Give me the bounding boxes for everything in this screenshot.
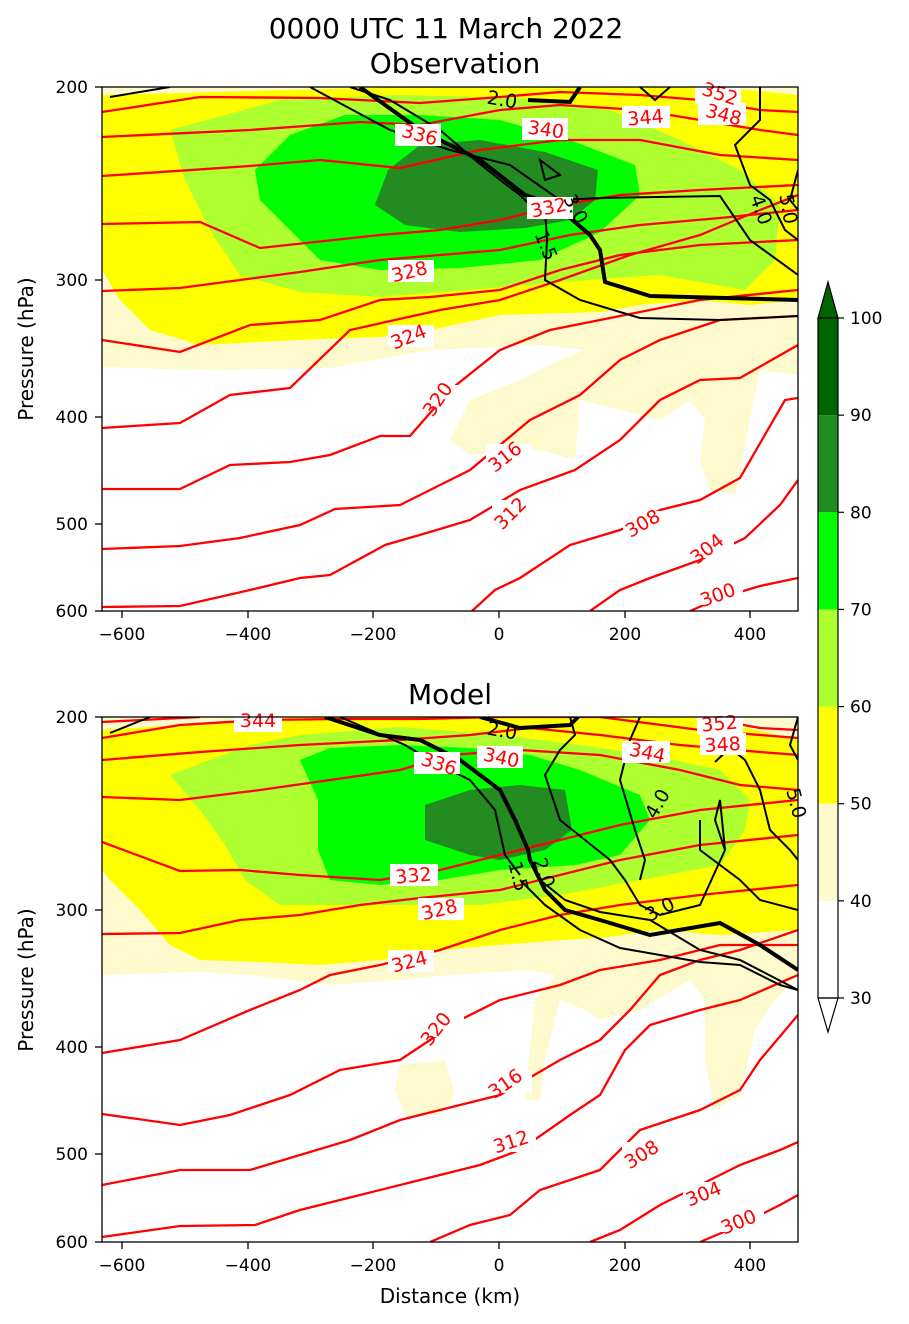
colorbar-band-40 — [818, 803, 838, 901]
obs-pv2-contour — [358, 87, 798, 302]
model-pv-label-2.0-top: 2.0 — [485, 718, 519, 745]
model-xtick-400: 400 — [734, 1256, 766, 1276]
observation-plot-area — [102, 87, 798, 611]
obs-xtick-m200: −200 — [350, 625, 397, 645]
colorbar-lower-extension — [817, 997, 839, 1035]
model-pv-contours — [109, 717, 798, 991]
figure-title: 0000 UTC 11 March 2022 — [269, 12, 624, 45]
obs-xtick-m600: −600 — [99, 625, 146, 645]
model-label-332: 332 — [394, 863, 432, 888]
colorbar-band-60 — [818, 609, 838, 707]
colorbar-band-90 — [818, 318, 838, 416]
obs-xtick-m400: −400 — [225, 625, 272, 645]
model-xtick-m600: −600 — [99, 1256, 146, 1276]
colorbar-band-50 — [818, 706, 838, 804]
observation-x-axis — [121, 611, 751, 618]
obs-label-bg — [388, 87, 746, 605]
observation-title: Observation — [370, 47, 541, 80]
model-xtick-200: 200 — [609, 1256, 641, 1276]
colorbar-label-60: 60 — [850, 698, 872, 718]
model-ytick-600: 600 — [56, 1233, 88, 1253]
model-xtick-0: 0 — [494, 1256, 505, 1276]
colorbar-band-30 — [818, 900, 838, 998]
colorbar-label-90: 90 — [850, 406, 872, 426]
colorbar-label-40: 40 — [850, 892, 872, 912]
obs-pv-label-2.0: 2.0 — [485, 87, 519, 114]
model-label-352: 352 — [700, 711, 738, 736]
observation-axes-frame — [101, 86, 799, 612]
colorbar: 30 40 50 60 70 80 90 100 — [817, 279, 882, 1035]
colorbar-label-50: 50 — [850, 795, 872, 815]
colorbar-ticks — [838, 317, 844, 999]
colorbar-upper-extension — [817, 279, 839, 319]
colorbar-frame — [817, 317, 839, 999]
obs-xtick-0: 0 — [494, 625, 505, 645]
observation-panel: 352 348 344 340 336 332 328 324 320 316 … — [14, 78, 801, 645]
colorbar-tick-labels: 30 40 50 60 70 80 90 100 — [850, 309, 882, 1009]
obs-ylabel: Pressure (hPa) — [14, 277, 38, 420]
model-label-348: 348 — [704, 733, 741, 757]
model-axes-frame — [101, 716, 799, 1243]
obs-xtick-400: 400 — [734, 625, 766, 645]
obs-ytick-400: 400 — [56, 408, 88, 428]
model-xlabel: Distance (km) — [380, 1284, 520, 1308]
model-y-axis — [95, 716, 102, 1243]
colorbar-band-70 — [818, 512, 838, 610]
obs-ytick-200: 200 — [56, 78, 88, 98]
colorbar-band-80 — [818, 415, 838, 513]
colorbar-label-70: 70 — [850, 600, 872, 620]
model-plot-area — [102, 717, 798, 1242]
colorbar-label-30: 30 — [850, 989, 872, 1009]
obs-ytick-500: 500 — [56, 515, 88, 535]
colorbar-label-100: 100 — [850, 309, 882, 329]
model-title: Model — [408, 678, 492, 711]
obs-label-344: 344 — [626, 105, 664, 130]
model-panel: 344 352 348 344 340 336 332 328 324 320 … — [14, 708, 810, 1308]
model-ytick-200: 200 — [56, 708, 88, 728]
obs-pv-label-5.0: 5.0 — [774, 192, 801, 226]
model-pv2-contour — [324, 717, 798, 972]
obs-ytick-600: 600 — [56, 602, 88, 622]
model-ylabel: Pressure (hPa) — [14, 908, 38, 1051]
observation-y-axis — [95, 86, 102, 612]
colorbar-label-80: 80 — [850, 503, 872, 523]
model-xtick-m200: −200 — [350, 1256, 397, 1276]
obs-ytick-300: 300 — [56, 271, 88, 291]
model-ytick-300: 300 — [56, 901, 88, 921]
model-x-axis — [121, 1242, 751, 1249]
model-label-bg — [234, 717, 764, 1232]
model-ytick-500: 500 — [56, 1145, 88, 1165]
obs-xtick-200: 200 — [609, 625, 641, 645]
model-ytick-400: 400 — [56, 1038, 88, 1058]
model-label-344-top: 344 — [240, 710, 276, 732]
colorbar-bands — [818, 318, 838, 998]
model-xtick-m400: −400 — [225, 1256, 272, 1276]
obs-label-340: 340 — [526, 117, 565, 144]
